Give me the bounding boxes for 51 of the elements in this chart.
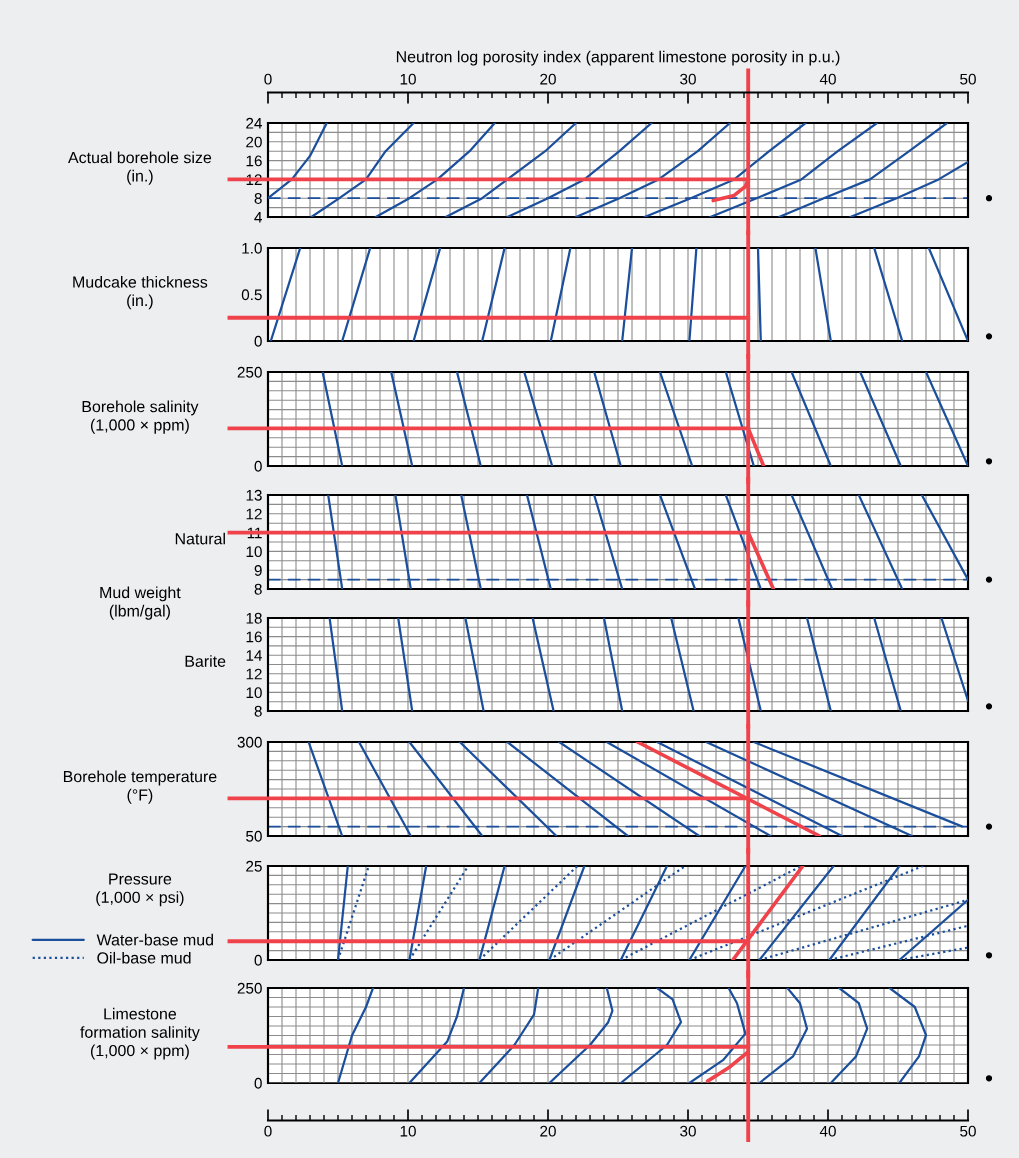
y-tick-label: 4: [254, 212, 262, 223]
legend-label: Water-base mud: [96, 933, 213, 946]
y-tick-label: 8: [254, 705, 262, 717]
y-axis-title: Barite: [185, 655, 226, 667]
x2-axis-title: Neutron log porosity index (apparent limestone porosity in p.u.): [396, 50, 840, 66]
y-tick-label: 1.0: [242, 242, 262, 254]
y-tick-label: 16: [246, 631, 262, 643]
y-tick-label: 24: [246, 117, 262, 129]
x2-tick-label: 20: [540, 73, 556, 85]
y-axis-title: Borehole temperature (°F): [63, 770, 217, 804]
x2-tick-label: 50: [960, 73, 976, 85]
x2-tick-label: 0: [264, 73, 272, 85]
y-tick-label: 0: [254, 1077, 262, 1089]
y-tick-label: 16: [246, 155, 262, 167]
y-axis-title: Limestone formation salinity (1,000 × ppm): [80, 1007, 200, 1060]
y-tick-label: 18: [246, 612, 262, 624]
y-tick-label: 0: [254, 460, 262, 472]
y-tick-label: 12: [246, 668, 262, 680]
y-axis-title: Mudcake thickness (in.): [73, 276, 208, 310]
y-tick-label: 13: [246, 489, 262, 501]
y-axis-title: Pressure (1,000 × psi): [96, 873, 184, 907]
y-tick-label: 20: [246, 136, 262, 148]
y-axis-title: Borehole salinity (1,000 × ppm): [82, 400, 199, 434]
y-tick-label: 10: [246, 546, 262, 558]
y-tick-label: 250: [237, 982, 262, 994]
y-tick-label: 9: [254, 565, 262, 576]
legend-label: Oil-base mud: [97, 951, 191, 964]
y-tick-label: 300: [237, 736, 262, 748]
y-axis-title: Natural: [175, 532, 225, 545]
x-tick-label: 30: [680, 1125, 696, 1137]
x-tick-label: 10: [400, 1125, 416, 1137]
y-tick-label: 14: [246, 650, 262, 661]
y-tick-label: 25: [246, 860, 262, 872]
y-tick-label: 50: [246, 830, 262, 842]
y-tick-label: 250: [237, 366, 262, 378]
y-axis-title: Actual borehole size (in.): [68, 151, 212, 185]
x2-tick-label: 40: [819, 73, 836, 85]
y-tick-label: 8: [254, 193, 262, 204]
y-tick-label: 0: [254, 335, 262, 347]
x-tick-label: 50: [960, 1125, 976, 1137]
y-tick-label: 8: [254, 583, 262, 595]
x2-tick-label: 30: [680, 73, 696, 85]
y-tick-label: 12: [246, 508, 262, 520]
y-tick-label: 0.5: [241, 289, 262, 301]
x-tick-label: 0: [264, 1125, 272, 1137]
text: Mud weight (lbm/gal): [100, 586, 181, 620]
x-tick-label: 40: [819, 1125, 836, 1137]
y-tick-label: 0: [254, 954, 262, 966]
y-tick-label: 10: [246, 687, 262, 699]
x2-tick-label: 10: [400, 73, 416, 85]
x-tick-label: 20: [540, 1125, 556, 1137]
